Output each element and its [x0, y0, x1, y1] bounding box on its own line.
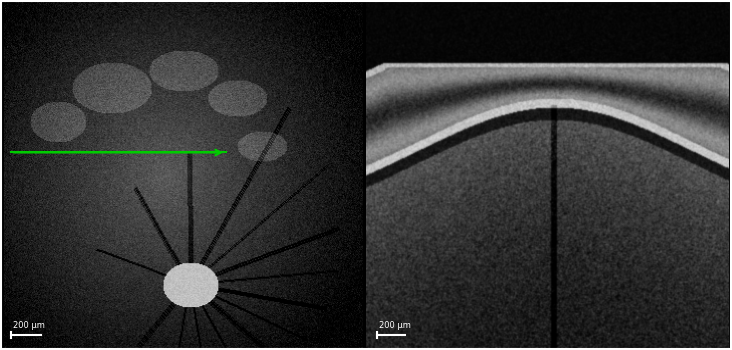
- Text: 200 μm: 200 μm: [379, 321, 411, 330]
- Text: 200 μm: 200 μm: [13, 321, 45, 330]
